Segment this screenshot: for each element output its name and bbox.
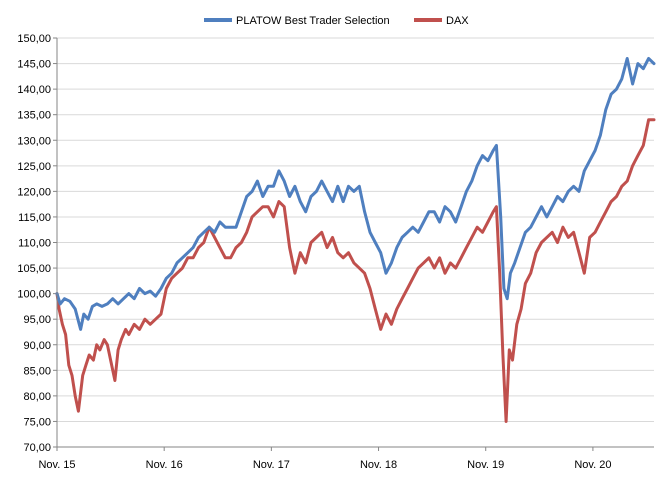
x-tick-label: Nov. 16 (146, 459, 183, 471)
y-tick-label: 70,00 (23, 442, 51, 454)
x-tick-label: Nov. 20 (574, 459, 611, 471)
y-tick-label: 115,00 (18, 212, 51, 224)
y-tick-label: 100,00 (17, 289, 51, 301)
y-tick-label: 90,00 (23, 340, 51, 352)
x-axis-ticks: Nov. 15 Nov. 16 Nov. 17 Nov. 18 Nov. 19 Nov. … (38, 447, 611, 471)
y-tick-label: 110,00 (18, 238, 51, 250)
y-tick-label: 140,00 (17, 84, 51, 96)
gridlines (57, 37, 654, 448)
legend-label-dax: DAX (446, 15, 469, 27)
x-tick-label: Nov. 19 (467, 459, 504, 471)
x-tick-label: Nov. 15 (38, 459, 75, 471)
y-tick-label: 130,00 (17, 135, 51, 147)
y-tick-label: 145,00 (17, 59, 51, 71)
series-line-platow (55, 57, 656, 331)
y-tick-label: 95,00 (23, 314, 51, 326)
y-tick-label: 120,00 (17, 186, 51, 198)
y-tick-label: 150,00 (17, 33, 51, 45)
legend-label-platow: PLATOW Best Trader Selection (236, 15, 390, 27)
y-axis-ticks: 70,00 75,00 80,00 85,00 90,00 95,00 100,00 105,… (17, 33, 57, 454)
y-tick-label: 75,00 (23, 416, 51, 428)
x-tick-label: Nov. 17 (253, 459, 290, 471)
x-tick-label: Nov. 18 (360, 459, 397, 471)
series-line-dax (55, 118, 656, 423)
y-tick-label: 125,00 (17, 161, 51, 173)
y-tick-label: 85,00 (23, 365, 51, 377)
y-tick-label: 135,00 (17, 110, 51, 122)
y-tick-label: 105,00 (17, 263, 51, 275)
series-lines (55, 57, 656, 423)
legend: PLATOW Best Trader Selection DAX (204, 15, 469, 27)
y-tick-label: 80,00 (23, 391, 51, 403)
